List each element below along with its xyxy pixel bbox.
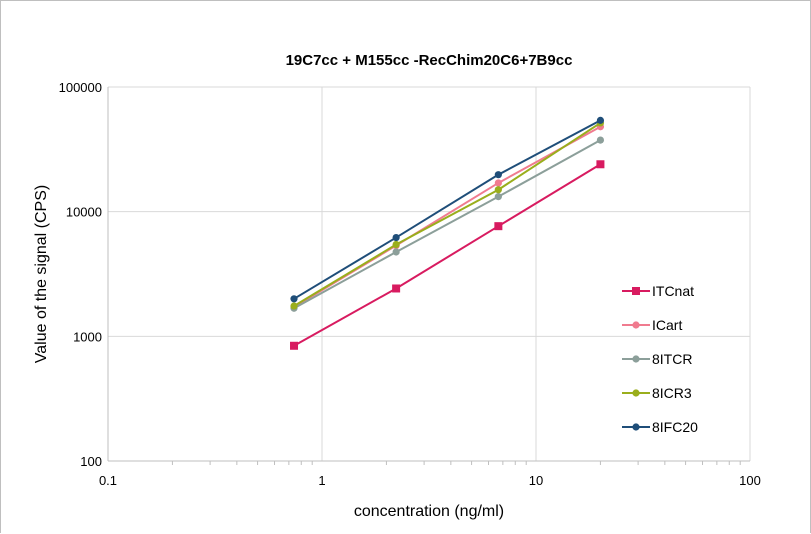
data-point [392, 284, 401, 293]
x-tick-label: 10 [529, 473, 543, 488]
y-axis-label: Value of the signal (CPS) [33, 185, 50, 363]
series-line [293, 122, 601, 307]
series-layer [290, 116, 605, 350]
legend-label: ICart [652, 317, 682, 333]
data-point [290, 295, 298, 303]
series-line [293, 119, 601, 300]
legend-item: 8ICR3 [622, 385, 692, 401]
data-point [392, 233, 400, 242]
grid [108, 86, 751, 461]
axes: 100 1000 10000 100000 0.1 1 10 100 [59, 80, 761, 488]
data-point [596, 160, 605, 169]
y-tick-label: 100 [80, 454, 102, 469]
legend-marker [632, 321, 640, 329]
data-point [392, 240, 400, 249]
x-tick-label: 0.1 [99, 473, 117, 488]
legend-item: 8IFC20 [622, 419, 698, 435]
series-line [293, 139, 601, 310]
data-point [290, 341, 299, 350]
data-point [392, 248, 400, 256]
x-axis-label: concentration (ng/ml) [354, 503, 504, 520]
data-point [494, 222, 503, 231]
x-tick-label: 100 [739, 473, 761, 488]
data-point [494, 193, 502, 201]
legend-label: ITCnat [652, 283, 694, 299]
series-itcnat [290, 160, 605, 350]
legend-marker [632, 355, 640, 363]
series-8itcr [290, 136, 605, 312]
data-point [596, 136, 605, 144]
y-tick-label: 100000 [59, 80, 102, 95]
legend-label: 8ICR3 [652, 385, 692, 401]
legend-item: 8ITCR [622, 351, 692, 367]
legend-label: 8ITCR [652, 351, 692, 367]
x-tick-label: 1 [318, 473, 325, 488]
legend: ITCnat ICart 8ITCR 8ICR3 8IFC20 [622, 283, 698, 435]
series-line [293, 163, 601, 347]
legend-label: 8IFC20 [652, 419, 698, 435]
plot-area [108, 87, 750, 461]
y-tick-label: 1000 [73, 329, 102, 344]
data-point [494, 186, 502, 194]
legend-item: ITCnat [622, 283, 694, 299]
legend-marker [632, 389, 640, 397]
data-point [290, 302, 298, 310]
legend-item: ICart [622, 317, 682, 333]
data-point [494, 171, 502, 179]
data-point [494, 179, 502, 187]
series-8ifc20 [290, 116, 605, 303]
y-tick-label: 10000 [66, 205, 102, 220]
data-point [596, 116, 605, 124]
legend-marker [632, 287, 640, 295]
chart-title: 19C7cc + M155cc -RecChim20C6+7B9cc [286, 52, 573, 69]
legend-marker [632, 423, 640, 431]
